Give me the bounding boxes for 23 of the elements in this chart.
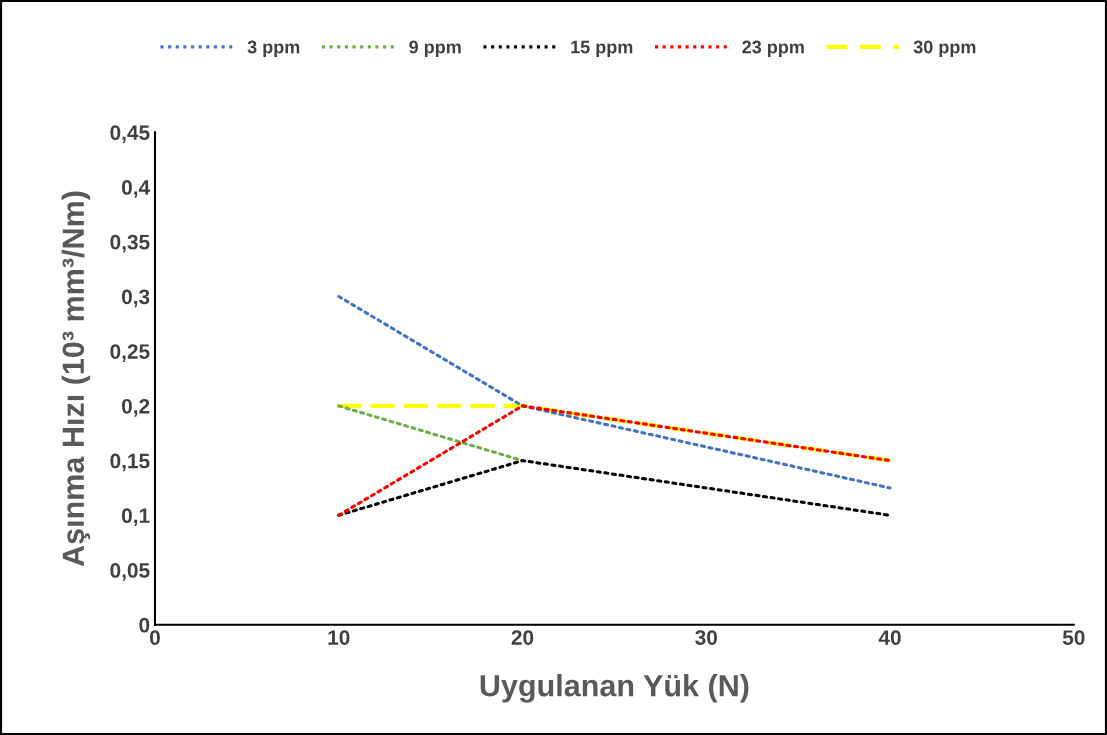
- legend-label: 9 ppm: [409, 40, 461, 57]
- y-tick-label: 0,35: [110, 234, 150, 253]
- x-axis-title: Uygulanan Yük (N): [480, 674, 749, 703]
- x-tick-label: 10: [328, 630, 350, 645]
- legend-label: 23 ppm: [742, 40, 804, 57]
- x-tick-label: 40: [878, 630, 901, 645]
- y-tick-label: 0,1: [121, 508, 150, 527]
- legend-label: 30 ppm: [913, 40, 976, 57]
- y-tick-label: 0,4: [121, 180, 151, 198]
- x-tick-label: 50: [1062, 630, 1085, 645]
- legend-label: 15 ppm: [571, 40, 633, 57]
- legend-label: 3 ppm: [247, 40, 300, 57]
- x-tick-label: 0: [150, 630, 160, 645]
- y-tick-label: 0,2: [121, 398, 150, 417]
- y-axis-title: Aşınma Hızı (10³ mm³/Nm): [61, 191, 91, 567]
- y-tick-label: 0,05: [110, 563, 150, 581]
- x-tick-label: 30: [695, 630, 717, 645]
- y-tick-label: 0,3: [121, 289, 150, 308]
- y-tick-label: 0,15: [110, 453, 150, 472]
- y-tick-label: 0,45: [110, 125, 150, 144]
- y-tick-label: 0,25: [110, 344, 150, 362]
- x-tick-label: 20: [511, 630, 534, 645]
- y-tick-label: 0: [139, 617, 150, 633]
